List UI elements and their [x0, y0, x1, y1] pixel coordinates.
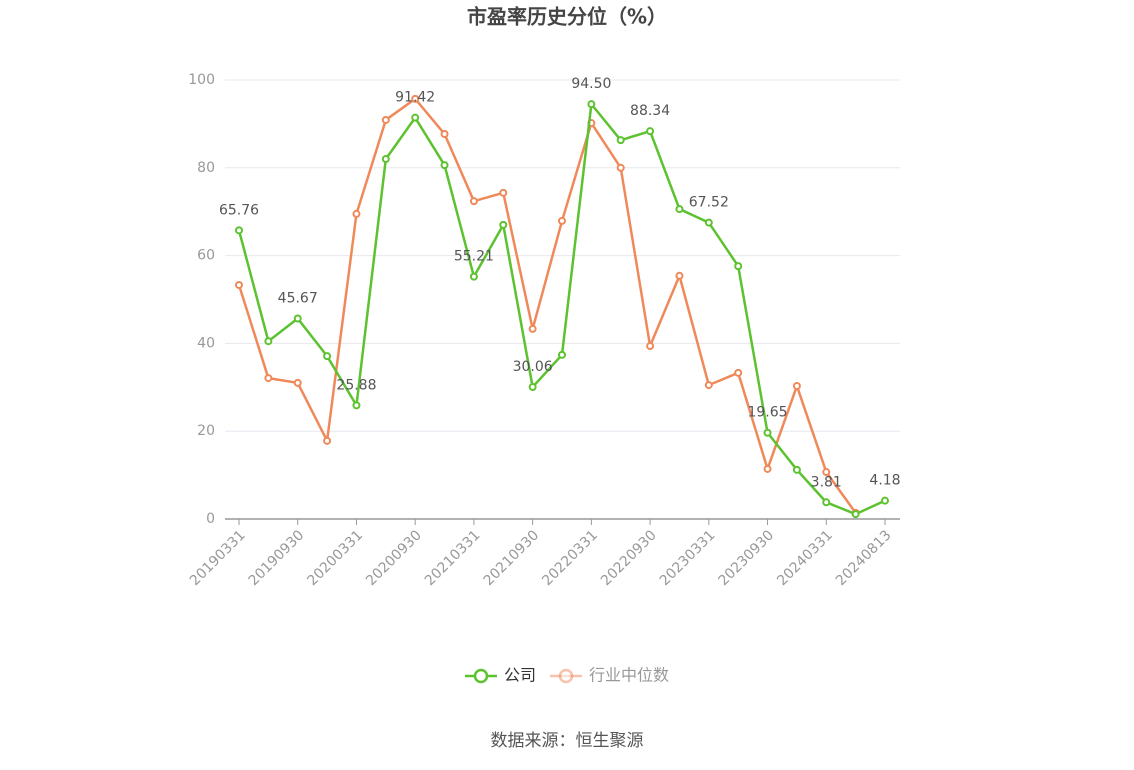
data-point: [440, 129, 449, 138]
source-note: 数据来源：恒生聚源: [491, 731, 644, 751]
data-point: [558, 216, 566, 225]
data-point: [264, 374, 273, 383]
data-label: 4.18: [869, 473, 900, 489]
y-tick-label: 80: [197, 160, 215, 176]
data-point: [323, 352, 332, 361]
data-point: [469, 272, 478, 281]
series-line: [237, 101, 886, 516]
data-point: [469, 197, 478, 206]
data-label: 94.50: [571, 76, 611, 92]
data-label: 45.67: [278, 291, 318, 307]
legend-label: 行业中位数: [589, 666, 669, 685]
chart-title: 市盈率历史分位（%）: [467, 5, 667, 29]
x-tick-label: 20230930: [715, 527, 777, 589]
data-point: [704, 381, 713, 390]
data-point: [381, 115, 390, 124]
y-tick-label: 0: [206, 511, 215, 527]
data-label: 19.65: [747, 405, 787, 421]
data-label: 55.21: [454, 249, 494, 265]
data-label: 91.42: [395, 90, 435, 106]
data-point: [293, 314, 302, 323]
data-point: [411, 113, 420, 122]
data-label: 30.06: [513, 359, 553, 375]
data-point: [235, 281, 243, 290]
data-point: [499, 188, 508, 197]
data-point: [352, 209, 361, 218]
data-point: [381, 155, 390, 164]
y-tick-label: 20: [197, 423, 215, 439]
data-point: [323, 436, 332, 445]
data-point: [587, 100, 596, 109]
data-point: [792, 465, 801, 474]
data-point: [528, 324, 537, 333]
legend: 公司 行业中位数: [465, 666, 669, 685]
data-point: [675, 271, 684, 280]
x-tick-label: 20240813: [833, 527, 895, 589]
data-point: [440, 161, 449, 170]
data-point: [558, 350, 566, 359]
data-point: [792, 381, 801, 390]
data-point: [704, 218, 713, 227]
data-point: [822, 498, 831, 507]
legend-label: 公司: [504, 666, 536, 685]
data-point: [499, 220, 508, 229]
y-tick-label: 100: [188, 72, 215, 88]
data-point: [763, 428, 772, 437]
data-point: [822, 468, 831, 477]
data-label: 65.76: [219, 202, 259, 218]
legend-marker: [558, 668, 574, 684]
data-point: [264, 337, 273, 346]
x-tick-label: 20200331: [304, 527, 366, 589]
data-label: 25.88: [336, 377, 376, 393]
x-tick-label: 20220930: [598, 527, 660, 589]
y-tick-label: 40: [197, 335, 215, 351]
x-tick-label: 20200930: [363, 527, 425, 589]
data-point: [851, 510, 860, 519]
data-point: [881, 496, 889, 505]
data-point: [411, 94, 420, 103]
x-tick-label: 20240331: [774, 527, 836, 589]
x-tick-label: 20220331: [539, 527, 601, 589]
data-point: [616, 136, 625, 145]
legend-marker: [473, 668, 489, 684]
data-point: [675, 205, 684, 214]
x-tick-label: 20230331: [657, 527, 719, 589]
data-point: [763, 464, 772, 473]
data-label: 88.34: [630, 103, 670, 119]
data-point: [734, 262, 743, 271]
series-line: [237, 97, 857, 514]
x-tick-label: 20190331: [187, 527, 249, 589]
data-point: [528, 383, 537, 392]
data-point: [352, 401, 361, 410]
data-label: 67.52: [689, 195, 729, 211]
data-point: [616, 163, 625, 172]
data-point: [646, 342, 655, 351]
data-point: [646, 127, 655, 136]
x-tick-label: 20190930: [246, 527, 308, 589]
data-point: [235, 226, 243, 235]
y-tick-label: 60: [197, 248, 215, 264]
data-point: [734, 368, 743, 377]
data-label: 3.81: [811, 474, 842, 490]
data-point: [293, 378, 302, 387]
x-tick-label: 20210331: [422, 527, 484, 589]
x-tick-label: 20210930: [481, 527, 543, 589]
